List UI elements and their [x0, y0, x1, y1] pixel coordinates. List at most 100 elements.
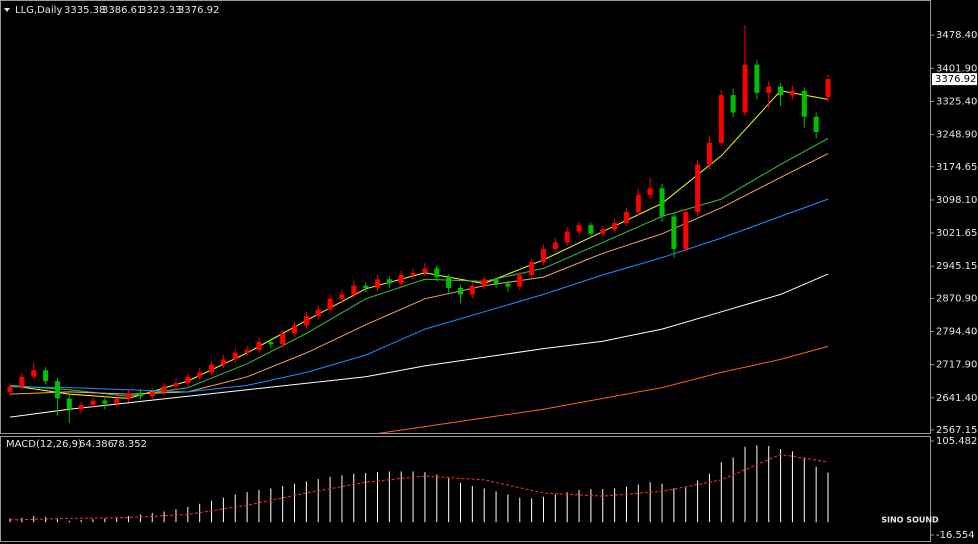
candle-body — [505, 283, 511, 287]
macd-panel-frame — [0, 436, 931, 542]
candle-body — [683, 212, 689, 249]
candle-body — [19, 376, 25, 387]
candle-body — [576, 225, 582, 232]
candle-body — [315, 309, 321, 317]
y-tick-label: 2567.15 — [936, 425, 977, 436]
candle-body — [244, 349, 250, 353]
candle-body — [600, 229, 606, 234]
y-tick-label: 105.482 — [936, 436, 977, 447]
candle-body — [7, 386, 13, 392]
candle-body — [280, 333, 286, 345]
candle-body — [78, 404, 84, 410]
y-tick-label: 3098.10 — [936, 195, 977, 206]
macd-title: MACD(12,26,9) — [6, 439, 82, 450]
candle-body — [517, 274, 523, 287]
candle-body — [268, 342, 274, 345]
candle-body — [730, 95, 736, 113]
symbol-label: LLG,Daily — [15, 5, 62, 16]
candle-body — [375, 279, 381, 288]
moving-average-line — [9, 90, 829, 399]
candle-body — [66, 398, 72, 410]
y-tick-label: 3174.65 — [936, 162, 977, 173]
last-price-box — [932, 73, 977, 86]
candle-body — [778, 86, 784, 96]
candle-body — [446, 277, 452, 288]
candle-body — [825, 79, 831, 98]
candle-body — [339, 294, 345, 299]
candle-body — [647, 188, 653, 195]
y-tick-label: 2717.90 — [936, 360, 977, 371]
candle-body — [54, 381, 60, 399]
candle-body — [493, 279, 499, 284]
candle-body — [754, 64, 760, 93]
y-tick-label: 2641.40 — [936, 393, 977, 404]
y-tick-label: 3021.65 — [936, 228, 977, 239]
macd-signal-line — [9, 453, 829, 521]
candle-body — [742, 64, 748, 113]
candle-body — [457, 287, 463, 295]
candle-body — [102, 400, 108, 404]
candle-body — [469, 285, 475, 295]
y-tick-label: -16.554 — [936, 530, 975, 541]
candle-body — [327, 298, 333, 310]
candle-body — [256, 342, 262, 350]
candle-body — [149, 391, 155, 397]
candle-body — [813, 116, 819, 132]
candle-body — [564, 231, 570, 243]
candle-body — [659, 188, 665, 217]
y-tick-label: 2794.40 — [936, 327, 977, 338]
moving-average-line — [9, 153, 829, 395]
candle-body — [161, 386, 167, 392]
candle-body — [410, 272, 416, 275]
candle-body — [671, 216, 677, 249]
candle-body — [232, 352, 238, 360]
candle-body — [789, 90, 795, 96]
y-tick-label: 3248.90 — [936, 130, 977, 141]
candle-body — [706, 142, 712, 165]
moving-average-line — [9, 137, 829, 397]
candle-body — [220, 359, 226, 365]
menu-arrow — [4, 8, 10, 12]
candle-body — [126, 393, 132, 399]
candle-body — [137, 393, 143, 397]
high-label: 3386.61 — [102, 5, 143, 16]
y-tick-label: 2870.90 — [936, 293, 977, 304]
last-price-label: 3376.92 — [935, 74, 976, 85]
candle-body — [292, 325, 298, 334]
candle-body — [434, 268, 440, 278]
moving-average-line — [9, 273, 829, 418]
candle-body — [612, 222, 618, 230]
y-tick-label: 3325.40 — [936, 96, 977, 107]
candle-body — [90, 400, 96, 405]
candle-body — [351, 285, 357, 295]
macd-signal-label: 78.352 — [112, 439, 147, 450]
candle-body — [718, 95, 724, 143]
y-tick-label: 3401.90 — [936, 63, 977, 74]
candle-body — [552, 242, 558, 249]
plot-area — [7, 25, 831, 433]
candle-body — [303, 316, 309, 326]
candle-body — [31, 370, 37, 377]
candle-body — [481, 279, 487, 286]
candle-body — [173, 383, 179, 387]
candle-body — [540, 248, 546, 262]
y-tick-label: 2945.15 — [936, 261, 977, 272]
candle-body — [43, 370, 49, 382]
macd-value-label: 64.386 — [79, 439, 114, 450]
candle-body — [386, 279, 392, 284]
candle-body — [801, 90, 807, 117]
moving-average-line — [9, 198, 829, 393]
candle-body — [114, 398, 120, 404]
candle-body — [766, 86, 772, 93]
watermark: SINO SOUND — [881, 516, 939, 525]
candle-body — [209, 364, 215, 373]
candle-body — [529, 261, 535, 275]
candle-body — [185, 376, 191, 384]
candle-body — [635, 194, 641, 213]
low-label: 3323.33 — [140, 5, 181, 16]
moving-average-line — [377, 345, 829, 433]
candle-body — [197, 372, 203, 377]
y-tick-label: 3478.40 — [936, 30, 977, 41]
